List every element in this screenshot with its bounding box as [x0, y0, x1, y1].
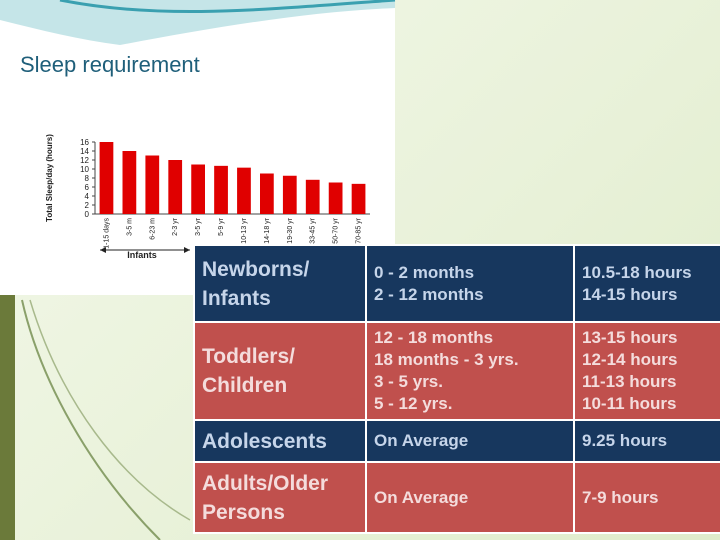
hours-cell: 9.25 hours [573, 419, 720, 463]
bar [237, 167, 251, 214]
ages-cell: On Average [365, 461, 575, 534]
bar [99, 142, 114, 214]
hour-text: 10.5-18 hours [582, 262, 692, 282]
group-cell: Toddlers/ Children [193, 321, 367, 421]
x-tick-label: 50-70 yr [333, 217, 340, 243]
header-swoosh [0, 0, 395, 45]
slide-title: Sleep requirement [20, 52, 200, 77]
x-tick-label: 10-13 yr [241, 217, 248, 243]
y-tick-label: 12 [80, 156, 89, 165]
x-tick-label: 1-15 days [103, 218, 110, 249]
y-tick-label: 0 [85, 210, 90, 219]
hour-text: 11-13 hours [582, 372, 677, 391]
header-swoosh [59, 0, 396, 14]
age-text: 2 - 12 months [374, 284, 484, 304]
hours-cell: 7-9 hours [573, 461, 720, 534]
y-tick-label: 6 [85, 183, 90, 192]
ages-cell: 0 - 2 months 2 - 12 months [365, 244, 575, 323]
hours-cell: 10.5-18 hours 14-15 hours [573, 244, 720, 323]
bar [351, 183, 366, 214]
bar [214, 165, 228, 214]
y-tick-label: 14 [80, 147, 89, 156]
hours-cell: 13-15 hours 12-14 hours 11-13 hours 10-11 h… [573, 321, 720, 421]
bar [260, 173, 274, 214]
ages-cell: On Average [365, 419, 575, 463]
x-tick-label: 3-5 yr [195, 217, 202, 236]
y-tick-label: 2 [85, 201, 90, 210]
decor-line [21, 299, 161, 540]
group-cell: Newborns/ Infants [193, 244, 367, 323]
bar [191, 164, 205, 214]
hour-text: 12-14 hours [582, 350, 678, 369]
bar [122, 151, 137, 214]
x-tick-label: 70-85 yr [356, 217, 363, 243]
y-axis-label: Total Sleep/day (hours) [45, 134, 54, 222]
table-row: Toddlers/ Children 12 - 18 months 18 month… [193, 321, 720, 421]
bar [305, 179, 320, 214]
ages-cell: 12 - 18 months 18 months - 3 yrs. 3 - 5 yr… [365, 321, 575, 421]
y-tick-label: 10 [80, 165, 89, 174]
y-tick-label: 16 [80, 138, 89, 147]
decor-line [29, 299, 191, 521]
x-tick-label: 2-3 yr [172, 217, 179, 236]
age-text: 5 - 12 yrs. [374, 394, 453, 413]
hour-text: 14-15 hours [582, 284, 678, 304]
y-tick-label: 8 [85, 174, 90, 183]
hour-text: 9.25 hours [582, 431, 668, 450]
x-tick-label: 14-18 yr [264, 217, 271, 243]
table-row: Newborns/ Infants 0 - 2 months 2 - 12 mont… [193, 244, 720, 323]
age-text: 18 months - 3 yrs. [374, 350, 519, 369]
group-cell: Adults/Older Persons [193, 461, 367, 534]
bar [282, 175, 297, 214]
age-text: 3 - 5 yrs. [374, 372, 443, 391]
table-row: Adults/Older Persons On Average 7-9 hours [193, 461, 720, 534]
hour-text: 13-15 hours [582, 328, 678, 347]
bar [168, 160, 183, 214]
y-tick-label: 4 [85, 192, 90, 201]
x-tick-label: 5-9 yr [218, 217, 225, 236]
age-text: On Average [374, 431, 469, 450]
x-tick-label: 19-30 yr [287, 217, 294, 243]
annotation: Infants [127, 250, 157, 260]
age-text: 12 - 18 months [374, 328, 494, 347]
x-tick-label: 6-23 m [149, 218, 156, 240]
age-text: On Average [374, 487, 469, 507]
sleep-table: Newborns/ Infants 0 - 2 months 2 - 12 mont… [193, 244, 720, 534]
hour-text: 10-11 hours [582, 394, 677, 413]
bar [328, 182, 343, 214]
table-row: Adolescents On Average 9.25 hours [193, 419, 720, 463]
x-tick-label: 33-45 yr [310, 217, 317, 243]
group-cell: Adolescents [193, 419, 367, 463]
age-text: 0 - 2 months [374, 262, 475, 282]
bar [145, 155, 160, 214]
hour-text: 7-9 hours [582, 487, 659, 507]
x-tick-label: 3-5 m [126, 218, 133, 236]
side-stripe [0, 290, 15, 540]
